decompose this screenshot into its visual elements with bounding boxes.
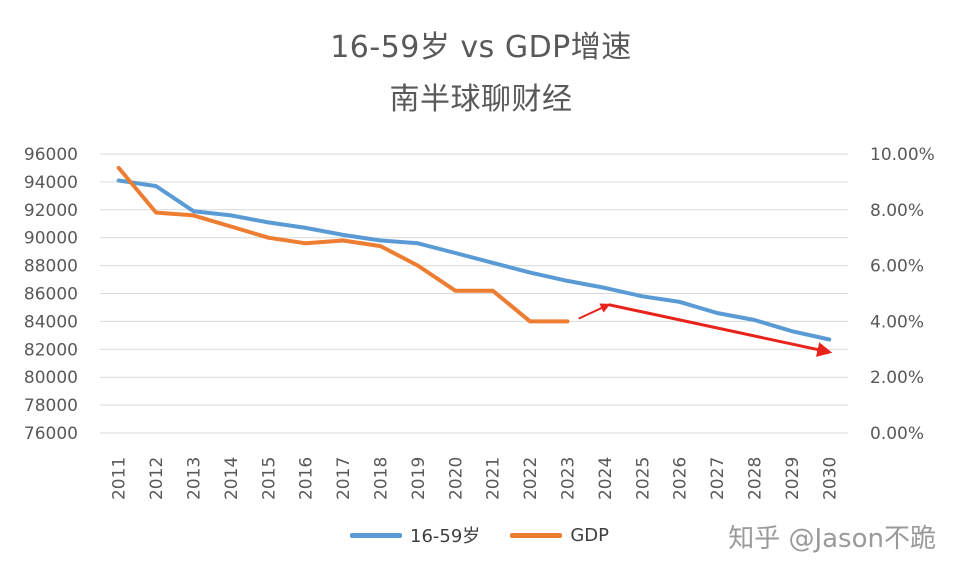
x-tick-label: 2026	[671, 457, 691, 500]
legend-swatch-gdp	[510, 532, 563, 538]
y-left-tick-label: 82000	[24, 340, 78, 360]
y-right-tick-label: 8.00%	[870, 201, 924, 221]
y-left-tick-label: 90000	[24, 229, 78, 249]
y-left-tick-label: 78000	[24, 396, 78, 416]
x-tick-label: 2015	[259, 457, 279, 500]
chart-title: 16-59岁 vs GDP增速	[330, 30, 632, 65]
y-left-tick-label: 84000	[24, 312, 78, 332]
legend-item-population: 16-59岁	[350, 522, 480, 548]
x-tick-label: 2022	[521, 457, 541, 500]
y-right-tick-label: 0.00%	[870, 424, 924, 444]
x-tick-label: 2024	[596, 457, 616, 500]
legend-label-population: 16-59岁	[410, 526, 481, 547]
series-line-population	[116, 178, 832, 342]
x-tick-label: 2025	[633, 457, 653, 500]
x-tick-label: 2020	[446, 457, 466, 500]
legend-label-gdp: GDP	[570, 524, 609, 546]
legend-item-gdp: GDP	[510, 525, 609, 546]
x-tick-label: 2014	[222, 457, 242, 500]
x-tick-label: 2030	[820, 457, 840, 500]
chart-legend: 16-59岁 GDP	[350, 522, 639, 548]
y-left-tick-label: 76000	[24, 424, 78, 444]
y-left-tick-label: 86000	[24, 285, 78, 305]
chart-subtitle: 南半球聊财经	[389, 82, 573, 117]
x-tick-label: 2028	[746, 457, 766, 500]
annotation-arrow	[578, 303, 611, 320]
x-tick-label: 2012	[147, 457, 167, 500]
x-tick-label: 2027	[708, 457, 728, 500]
watermark: 知乎 @Jason不跪	[728, 524, 936, 554]
y-right-tick-label: 10.00%	[870, 145, 935, 165]
y-left-tick-label: 94000	[24, 173, 78, 193]
y-left-tick-label: 92000	[24, 201, 78, 221]
y-left-tick-label: 80000	[24, 368, 78, 388]
x-tick-label: 2016	[297, 457, 317, 500]
x-tick-label: 2017	[334, 457, 354, 500]
x-tick-label: 2019	[409, 457, 429, 500]
legend-swatch-population	[350, 532, 402, 538]
y-left-tick-label: 96000	[24, 145, 78, 165]
x-tick-label: 2021	[484, 457, 504, 500]
x-tick-label: 2018	[372, 457, 392, 500]
x-tick-label: 2011	[110, 457, 130, 500]
x-tick-label: 2013	[185, 457, 205, 500]
x-tick-label: 2023	[559, 457, 579, 500]
x-tick-label: 2029	[783, 457, 803, 500]
y-right-tick-label: 2.00%	[870, 368, 924, 388]
annotation-arrow	[608, 303, 833, 357]
series-line-gdp	[116, 165, 570, 324]
y-right-tick-label: 4.00%	[870, 312, 924, 332]
y-right-tick-label: 6.00%	[870, 257, 924, 277]
y-left-tick-label: 88000	[24, 257, 78, 277]
